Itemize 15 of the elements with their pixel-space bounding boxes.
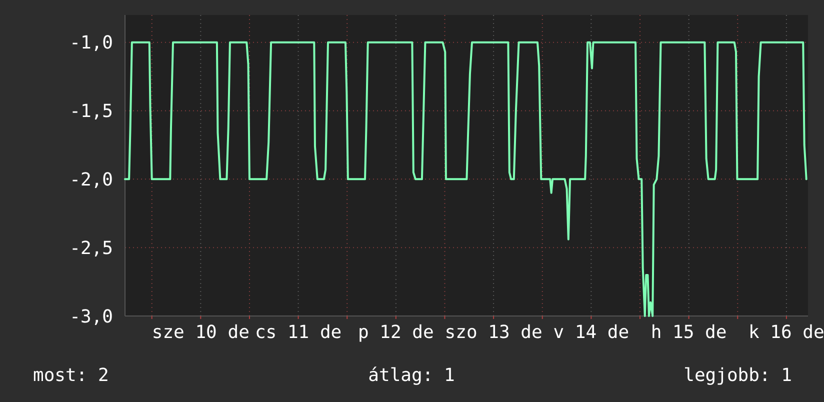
x-tick-label: sze 10 de (152, 322, 250, 343)
x-tick-label: v 14 de (553, 322, 630, 343)
x-tick-label: p 12 de (358, 322, 434, 343)
x-tick-label: h 15 de (650, 322, 727, 343)
y-tick-label: -2,5 (70, 238, 113, 259)
x-tick-label: k 16 de (748, 322, 824, 343)
x-tick-label: cs 11 de (254, 322, 342, 343)
text: átlag: 1 (368, 365, 455, 386)
y-tick-label: -3,0 (70, 306, 113, 328)
x-tick-label: szo 13 de (444, 322, 542, 343)
text: legjobb: 1 (684, 365, 792, 386)
y-tick-label: -1,0 (70, 32, 113, 54)
text: most: 2 (33, 365, 109, 386)
y-tick-label: -2,0 (70, 169, 113, 190)
y-tick-label: -1,5 (70, 101, 113, 122)
